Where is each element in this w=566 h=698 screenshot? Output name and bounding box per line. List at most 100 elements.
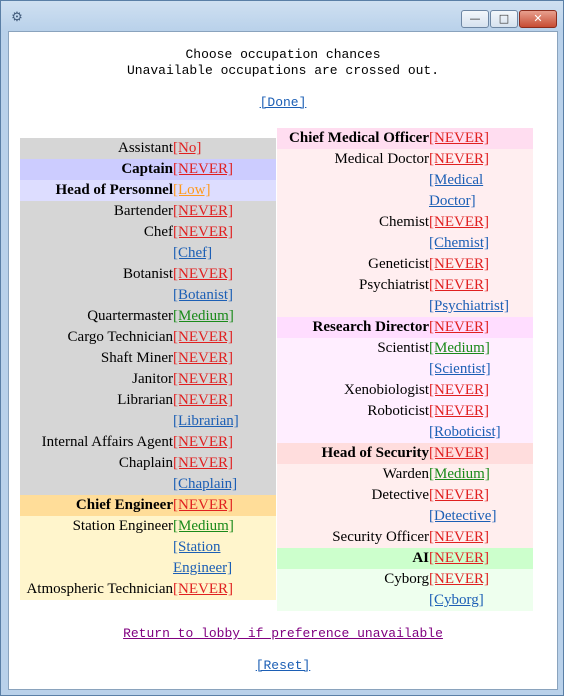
preference-link[interactable]: [NEVER] — [173, 497, 233, 513]
preference-link[interactable]: [NEVER] — [173, 581, 233, 597]
job-title: Captain — [121, 161, 173, 177]
preference-link[interactable]: [Low] — [173, 182, 211, 198]
alt-title-link[interactable]: [Station — [173, 539, 221, 555]
return-to-lobby-link[interactable]: Return to lobby if preference unavailabl… — [123, 626, 443, 641]
heading-line-1: Choose occupation chances — [185, 47, 381, 62]
maximize-button[interactable]: □ — [490, 10, 518, 28]
reset-link[interactable]: [Reset] — [255, 658, 311, 673]
job-row: Janitor [NEVER] — [20, 369, 276, 390]
preference-link[interactable]: [No] — [173, 140, 202, 156]
job-title: Janitor — [132, 371, 173, 387]
preference-link[interactable]: [NEVER] — [173, 266, 233, 282]
preference-link[interactable]: [Medium] — [429, 340, 490, 356]
preference-link[interactable]: [NEVER] — [173, 224, 233, 240]
job-row: Botanist [NEVER] — [20, 264, 276, 285]
preference-link[interactable]: [NEVER] — [429, 529, 489, 545]
app-icon: ⚙ — [11, 9, 23, 24]
job-title: Chief Medical Officer — [289, 130, 429, 146]
preference-link[interactable]: [NEVER] — [173, 350, 233, 366]
job-title: AI — [412, 550, 429, 566]
job-title: Research Director — [312, 319, 429, 335]
preference-link[interactable]: [NEVER] — [173, 329, 233, 345]
job-row: Assistant [No] — [20, 138, 276, 159]
preference-link[interactable]: [NEVER] — [429, 256, 489, 272]
preference-link[interactable]: [NEVER] — [429, 277, 489, 293]
preference-link[interactable]: [NEVER] — [173, 392, 233, 408]
preference-link[interactable]: [NEVER] — [173, 371, 233, 387]
job-row: Geneticist [NEVER] — [277, 254, 533, 275]
job-title: Chaplain — [118, 455, 173, 471]
job-row: Warden [Medium] — [277, 464, 533, 485]
job-row: [Medical — [277, 170, 533, 191]
close-button[interactable]: ✕ — [519, 10, 557, 28]
job-title: Quartermaster — [87, 308, 173, 324]
alt-title-link[interactable]: [Medical — [429, 172, 484, 188]
job-row: Chief Engineer [NEVER] — [20, 495, 276, 516]
alt-title-link[interactable]: [Psychiatrist] — [429, 298, 509, 314]
preference-link[interactable]: [NEVER] — [173, 203, 233, 219]
job-row: [Chemist] — [277, 233, 533, 254]
alt-title-link[interactable]: [Botanist] — [173, 287, 233, 303]
preference-link[interactable]: [Medium] — [429, 466, 490, 482]
heading-line-2: Unavailable occupations are crossed out. — [126, 63, 440, 78]
preference-link[interactable]: [NEVER] — [429, 571, 489, 587]
preference-link[interactable]: [NEVER] — [173, 455, 233, 471]
preference-link[interactable]: [NEVER] — [429, 214, 489, 230]
job-row: [Roboticist] — [277, 422, 533, 443]
job-title: Shaft Miner — [100, 350, 173, 366]
preference-link[interactable]: [NEVER] — [429, 319, 489, 335]
job-title: Chemist — [378, 214, 429, 230]
preference-link[interactable]: [Medium] — [173, 518, 234, 534]
job-title: Psychiatrist — [359, 277, 429, 293]
job-row: Atmospheric Technician [NEVER] — [20, 579, 276, 600]
job-title: Chief Engineer — [75, 497, 173, 513]
done-link[interactable]: [Done] — [259, 95, 307, 110]
job-title: Cargo Technician — [67, 329, 173, 345]
alt-title-link[interactable]: [Roboticist] — [429, 424, 501, 440]
job-title: Medical Doctor — [334, 151, 429, 167]
preference-link[interactable]: [NEVER] — [429, 487, 489, 503]
preference-link[interactable]: [NEVER] — [429, 445, 489, 461]
job-title: Chef — [143, 224, 173, 240]
job-row: Librarian [NEVER] — [20, 390, 276, 411]
alt-title-link[interactable]: Engineer] — [173, 560, 233, 576]
job-row: Security Officer [NEVER] — [277, 527, 533, 548]
alt-title-link[interactable]: [Cyborg] — [429, 592, 484, 608]
job-title: Warden — [382, 466, 429, 482]
job-row: Chaplain [NEVER] — [20, 453, 276, 474]
job-row: Cargo Technician [NEVER] — [20, 327, 276, 348]
job-row: Detective [NEVER] — [277, 485, 533, 506]
job-title: Station Engineer — [72, 518, 173, 534]
job-title: Security Officer — [332, 529, 429, 545]
job-title: Xenobiologist — [344, 382, 429, 398]
minimize-button[interactable]: — — [461, 10, 489, 28]
alt-title-link[interactable]: [Chemist] — [429, 235, 489, 251]
alt-title-link[interactable]: [Chaplain] — [173, 476, 238, 492]
preference-link[interactable]: [NEVER] — [429, 130, 489, 146]
preference-link[interactable]: [NEVER] — [429, 151, 489, 167]
preference-link[interactable]: [NEVER] — [173, 434, 233, 450]
preference-link[interactable]: [NEVER] — [429, 382, 489, 398]
job-row: Engineer] — [20, 558, 276, 579]
alt-title-link[interactable]: Doctor] — [429, 193, 476, 209]
job-row: [Librarian] — [20, 411, 276, 432]
job-row: [Station — [20, 537, 276, 558]
job-row: Captain [NEVER] — [20, 159, 276, 180]
job-row: Cyborg [NEVER] — [277, 569, 533, 590]
job-row: [Chef] — [20, 243, 276, 264]
preference-link[interactable]: [NEVER] — [429, 550, 489, 566]
job-title: Detective — [371, 487, 429, 503]
job-row: Chef [NEVER] — [20, 222, 276, 243]
preference-link[interactable]: [Medium] — [173, 308, 234, 324]
job-row: Shaft Miner [NEVER] — [20, 348, 276, 369]
alt-title-link[interactable]: [Chef] — [173, 245, 213, 261]
alt-title-link[interactable]: [Detective] — [429, 508, 497, 524]
alt-title-link[interactable]: [Librarian] — [173, 413, 239, 429]
alt-title-link[interactable]: [Scientist] — [429, 361, 491, 377]
job-row: [Botanist] — [20, 285, 276, 306]
preference-link[interactable]: [NEVER] — [173, 161, 233, 177]
preference-link[interactable]: [NEVER] — [429, 403, 489, 419]
job-title: Botanist — [122, 266, 173, 282]
job-row: Psychiatrist [NEVER] — [277, 275, 533, 296]
